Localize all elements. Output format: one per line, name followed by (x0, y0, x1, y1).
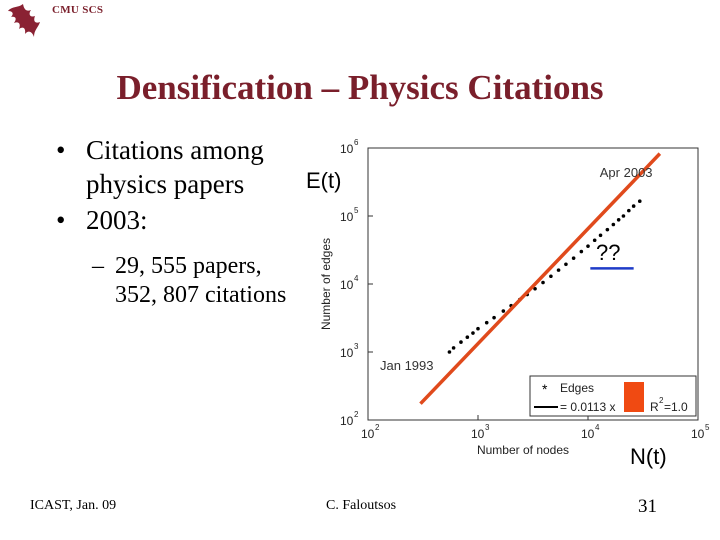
legend-label-r2-value: =1.0 (664, 400, 688, 414)
data-point (627, 208, 631, 213)
y-tick-label-exponent: 5 (354, 206, 359, 215)
data-point (484, 320, 489, 325)
legend-label-r2-exponent: 2 (659, 396, 664, 405)
data-point (447, 350, 452, 354)
x-tick-label: 10 (691, 427, 705, 441)
data-point (586, 244, 590, 248)
data-point (549, 274, 553, 279)
data-point (579, 249, 584, 254)
x-axis-label: Number of nodes (477, 443, 569, 457)
x-tick-label: 10 (471, 427, 485, 441)
page-number: 31 (638, 496, 657, 517)
sub-bullet-mark: – (92, 253, 104, 279)
chart-legend: * Edges = 0.0113 x R 2 =1.0 (529, 375, 697, 417)
x-tick-label: 10 (581, 427, 595, 441)
y-tick-label: 10 (340, 278, 354, 292)
footer-event: ICAST, Jan. 09 (30, 498, 117, 513)
data-point (611, 222, 616, 227)
data-point (592, 238, 597, 243)
data-point (471, 331, 475, 335)
x-variable-annotation: N(t) (630, 444, 667, 469)
bullet-mark: • (56, 135, 66, 165)
y-tick-label: 10 (340, 142, 354, 156)
bullet-1-line1: Citations among (86, 135, 264, 165)
question-annotation: ?? (596, 240, 621, 265)
org-label: CMU SCS (52, 4, 104, 16)
data-point (501, 309, 506, 313)
footer-author: C. Faloutsos (326, 498, 397, 513)
bullet-mark: • (56, 205, 66, 235)
start-point-label: Jan 1993 (380, 358, 434, 373)
data-point (459, 340, 463, 344)
y-tick-label-exponent: 6 (354, 138, 359, 147)
data-point (621, 214, 626, 218)
x-tick-label: 10 (361, 427, 375, 441)
y-tick-label-exponent: 2 (354, 410, 359, 419)
data-point (571, 256, 576, 260)
data-point (605, 227, 610, 232)
data-point (637, 199, 642, 204)
sub-bullet-line1: 29, 555 papers, (115, 253, 262, 279)
y-tick-label-exponent: 4 (354, 274, 359, 283)
data-point (476, 326, 480, 331)
legend-highlight-patch (624, 382, 644, 412)
data-point (451, 346, 456, 350)
cmu-dragon-logo (8, 4, 40, 37)
data-point (465, 335, 470, 340)
y-tick-label: 10 (340, 346, 354, 360)
bullet-1-line2: physics papers (86, 169, 245, 199)
bullet-2-text: 2003: (86, 205, 148, 235)
data-point (533, 286, 537, 291)
legend-label-fit: = 0.0113 x (560, 400, 616, 414)
chart-ticks: 10 2 10 3 10 4 10 510 210 310 410 510 6 (340, 138, 710, 441)
legend-label-r: R (650, 400, 659, 414)
data-point (492, 315, 496, 320)
data-point (598, 233, 603, 238)
end-point-label: Apr 2003 (600, 165, 653, 180)
data-points (447, 199, 642, 354)
x-tick-label-exponent: 2 (375, 423, 380, 432)
fit-overlay-line (419, 152, 662, 405)
data-point (541, 280, 545, 285)
data-point (631, 204, 636, 208)
x-tick-label-exponent: 5 (705, 423, 710, 432)
data-point (616, 217, 621, 222)
y-tick-label: 10 (340, 210, 354, 224)
legend-box (529, 375, 697, 417)
sub-bullet-line2: 352, 807 citations (115, 282, 287, 308)
x-tick-label-exponent: 3 (485, 423, 490, 432)
data-point (564, 262, 568, 267)
y-variable-annotation: E(t) (306, 168, 342, 193)
y-tick-label-exponent: 3 (354, 342, 359, 351)
x-tick-label-exponent: 4 (595, 423, 600, 432)
y-axis-label: Number of edges (319, 238, 333, 330)
y-tick-label: 10 (340, 414, 354, 428)
slide-title: Densification – Physics Citations (116, 68, 604, 107)
legend-label-edges: Edges (560, 381, 594, 395)
legend-marker-edges: * (542, 381, 548, 397)
data-point (556, 268, 561, 272)
